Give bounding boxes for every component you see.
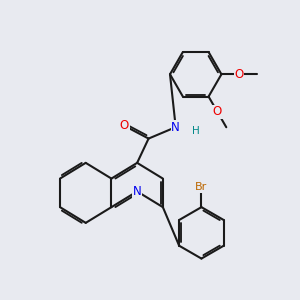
- Text: N: N: [171, 121, 180, 134]
- Text: N: N: [133, 185, 142, 198]
- Text: O: O: [213, 105, 222, 119]
- Text: H: H: [192, 126, 200, 136]
- Text: O: O: [120, 119, 129, 132]
- Text: Br: Br: [195, 182, 208, 192]
- Text: O: O: [235, 68, 244, 81]
